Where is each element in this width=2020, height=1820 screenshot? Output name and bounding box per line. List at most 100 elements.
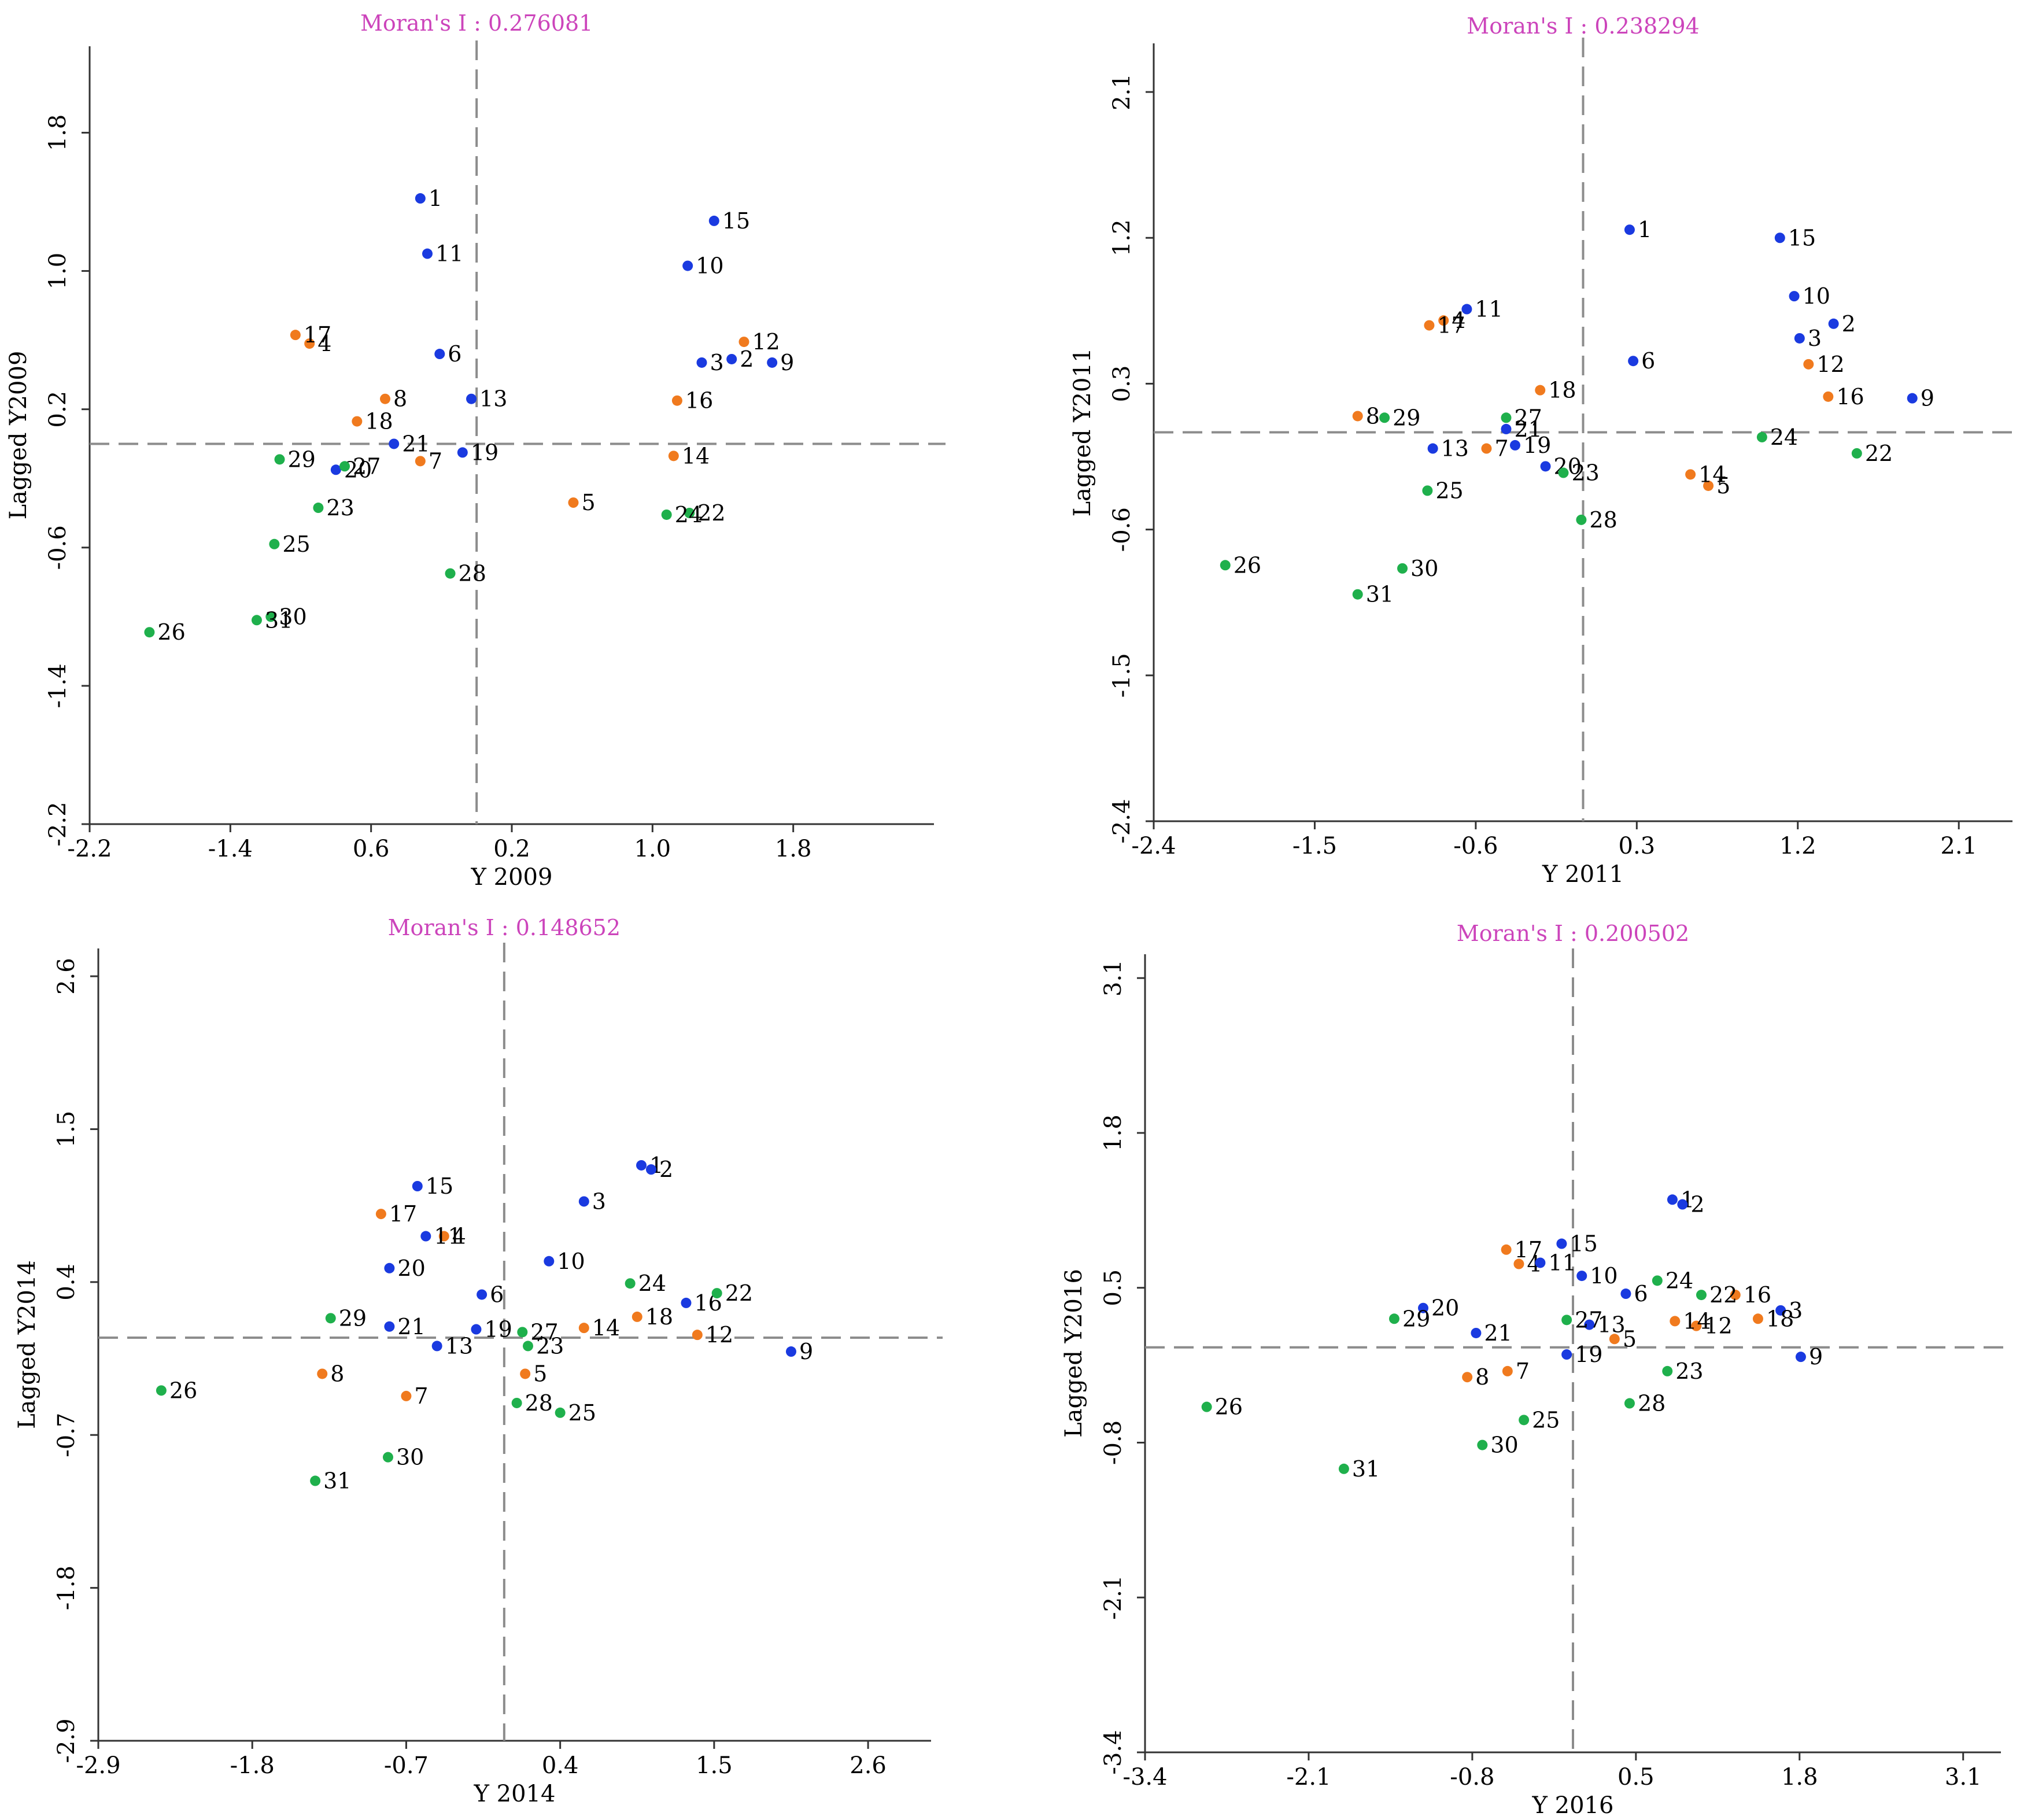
point-label-13: 13 xyxy=(1597,1312,1625,1338)
y-tick-label: -0.8 xyxy=(1100,1420,1127,1465)
point-label-22: 22 xyxy=(725,1280,753,1306)
point-label-3: 3 xyxy=(1808,326,1822,351)
data-point-26 xyxy=(1201,1401,1212,1412)
point-label-1: 1 xyxy=(429,186,442,211)
y-tick-label: -0.7 xyxy=(53,1413,80,1457)
point-label-28: 28 xyxy=(459,561,486,586)
data-point-31 xyxy=(1338,1463,1349,1474)
point-label-16: 16 xyxy=(1744,1282,1771,1308)
point-label-6: 6 xyxy=(490,1282,504,1307)
data-point-29 xyxy=(1388,1313,1399,1324)
data-point-24 xyxy=(1652,1275,1663,1286)
point-label-10: 10 xyxy=(1590,1263,1618,1289)
data-point-18 xyxy=(632,1311,642,1322)
point-label-3: 3 xyxy=(1789,1298,1803,1323)
x-axis-title: Y 2016 xyxy=(1532,1792,1614,1819)
y-tick-label: 2.6 xyxy=(53,958,80,995)
data-point-25 xyxy=(269,538,280,549)
point-label-20: 20 xyxy=(1431,1295,1459,1321)
y-axis-title: Lagged Y2009 xyxy=(5,351,32,520)
point-label-2: 2 xyxy=(659,1157,673,1182)
x-tick-label: -2.4 xyxy=(1131,833,1176,859)
data-point-21 xyxy=(1471,1327,1482,1338)
y-tick-label: 1.8 xyxy=(1100,1114,1127,1151)
x-tick-label: 1.0 xyxy=(634,836,671,862)
data-point-26 xyxy=(1220,560,1231,571)
data-point-6 xyxy=(434,349,445,360)
y-tick-label: -1.4 xyxy=(45,663,71,708)
data-point-29 xyxy=(274,454,285,465)
point-label-12: 12 xyxy=(1816,352,1844,377)
point-label-26: 26 xyxy=(1215,1394,1243,1420)
point-label-30: 30 xyxy=(1490,1433,1518,1458)
point-label-8: 8 xyxy=(1366,403,1380,429)
data-point-22 xyxy=(1851,448,1862,459)
data-point-16 xyxy=(671,395,682,406)
data-point-13 xyxy=(466,393,477,404)
point-label-23: 23 xyxy=(1675,1358,1703,1384)
data-point-23 xyxy=(522,1341,533,1352)
data-point-10 xyxy=(1576,1271,1587,1282)
point-label-22: 22 xyxy=(697,500,725,526)
point-label-10: 10 xyxy=(696,253,723,279)
data-point-30 xyxy=(1397,563,1408,574)
data-point-3 xyxy=(1775,1305,1786,1316)
data-point-21 xyxy=(389,438,400,449)
point-label-10: 10 xyxy=(1803,283,1830,309)
y-tick-label: -1.8 xyxy=(53,1566,80,1610)
point-label-20: 20 xyxy=(344,457,372,482)
x-tick-label: 2.6 xyxy=(850,1752,887,1779)
data-point-17 xyxy=(1424,320,1435,331)
point-label-4: 4 xyxy=(317,331,331,356)
point-label-19: 19 xyxy=(1523,433,1551,458)
point-label-13: 13 xyxy=(479,386,507,412)
y-tick-label: 0.2 xyxy=(45,391,71,428)
moran-i-title: Moran's I : 0.238294 xyxy=(1467,13,1699,39)
scatter-panel-3: -2.9 -1.8 -0.7 0.4 1.5 2.6 2.6 1.5 0.4 -0.7 -1.8 -2… xyxy=(14,915,943,1807)
point-label-31: 31 xyxy=(323,1468,351,1494)
data-point-30 xyxy=(265,611,276,622)
point-label-3: 3 xyxy=(592,1188,606,1214)
point-label-24: 24 xyxy=(1666,1268,1693,1293)
data-point-10 xyxy=(1789,291,1800,302)
point-label-13: 13 xyxy=(445,1333,473,1358)
point-label-21: 21 xyxy=(397,1314,425,1339)
point-label-29: 29 xyxy=(1393,405,1420,430)
data-point-20 xyxy=(1540,461,1551,472)
x-tick-label: 1.5 xyxy=(696,1752,733,1779)
x-tick-label: -0.8 xyxy=(1450,1764,1494,1791)
y-tick-label: 1.8 xyxy=(45,115,71,152)
data-point-9 xyxy=(1907,393,1918,404)
data-point-17 xyxy=(1501,1244,1512,1255)
point-label-9: 9 xyxy=(780,350,794,375)
data-point-1 xyxy=(415,193,426,204)
point-label-24: 24 xyxy=(1770,424,1798,450)
point-label-21: 21 xyxy=(1484,1320,1512,1346)
point-label-7: 7 xyxy=(1494,436,1508,462)
point-label-26: 26 xyxy=(157,619,185,645)
point-label-29: 29 xyxy=(288,446,316,472)
x-tick-label: 2.1 xyxy=(1940,833,1977,859)
data-point-3 xyxy=(696,357,707,368)
point-label-25: 25 xyxy=(568,1400,596,1426)
point-label-10: 10 xyxy=(557,1249,585,1274)
point-label-22: 22 xyxy=(1865,441,1893,466)
point-label-9: 9 xyxy=(1809,1344,1823,1369)
point-label-14: 14 xyxy=(1683,1308,1711,1334)
point-label-24: 24 xyxy=(675,502,703,527)
point-label-25: 25 xyxy=(282,531,310,557)
point-label-11: 11 xyxy=(434,1224,461,1249)
y-tick-label: -0.6 xyxy=(1109,507,1135,552)
point-label-11: 11 xyxy=(1548,1250,1576,1275)
point-label-23: 23 xyxy=(536,1333,564,1358)
data-point-28 xyxy=(1576,514,1587,525)
y-axis-title: Lagged Y2016 xyxy=(1061,1269,1087,1438)
point-label-25: 25 xyxy=(1532,1407,1560,1433)
point-label-8: 8 xyxy=(393,386,407,412)
point-label-2: 2 xyxy=(1842,311,1856,337)
data-point-17 xyxy=(290,330,301,341)
point-label-23: 23 xyxy=(326,495,354,520)
x-tick-label: 0.3 xyxy=(1619,833,1656,859)
x-tick-label: -0.6 xyxy=(1453,833,1498,859)
point-label-14: 14 xyxy=(1698,462,1726,487)
